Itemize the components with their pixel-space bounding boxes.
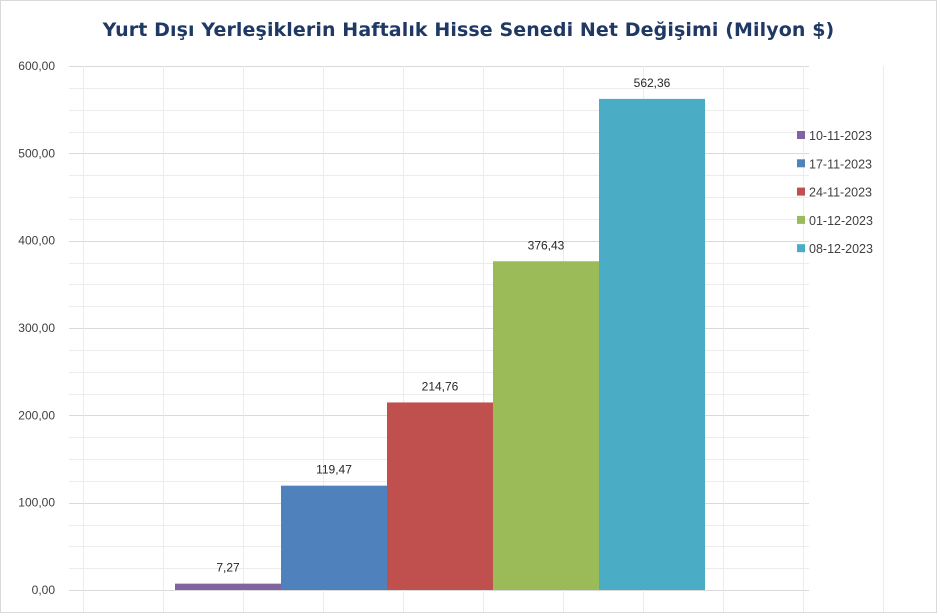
y-tick-label: 200,00: [18, 408, 55, 422]
legend-swatch: [797, 159, 805, 168]
legend-label: 10-11-2023: [809, 129, 872, 143]
bar-08-12-2023: [599, 98, 705, 591]
y-tick-label: 100,00: [18, 496, 55, 510]
bar-17-11-2023: [281, 485, 387, 590]
data-label: 214,76: [422, 379, 459, 393]
bar-10-11-2023: [175, 583, 281, 590]
y-tick-label: 0,00: [32, 583, 56, 597]
data-label: 119,47: [316, 463, 352, 477]
y-tick-label: 600,00: [18, 59, 55, 73]
legend: 10-11-2023 17-11-2023 24-11-2023 01-12-2023…: [797, 129, 873, 256]
data-label: 562,36: [634, 76, 671, 90]
chart-title: Yurt Dışı Yerleşiklerin Haftalık Hisse S…: [102, 19, 835, 41]
legend-swatch: [797, 187, 805, 196]
legend-label: 17-11-2023: [809, 157, 872, 171]
bar-01-12-2023: [493, 261, 599, 590]
bars: [175, 98, 705, 591]
legend-label: 08-12-2023: [809, 242, 873, 256]
y-tick-label: 300,00: [18, 321, 55, 335]
legend-swatch: [797, 215, 805, 224]
y-tick-label: 400,00: [18, 234, 55, 248]
data-labels: 7,27 119,47 214,76 376,43 562,36: [216, 76, 670, 575]
bar-24-11-2023: [387, 402, 493, 590]
y-axis: 0,00 100,00 200,00 300,00 400,00 500,00 600,00: [18, 59, 55, 597]
data-label: 7,27: [216, 561, 240, 575]
data-label: 376,43: [528, 238, 565, 252]
legend-swatch: [797, 244, 805, 253]
legend-swatch: [797, 131, 805, 139]
legend-label: 01-12-2023: [809, 214, 873, 228]
y-tick-label: 500,00: [18, 146, 55, 160]
legend-label: 24-11-2023: [809, 186, 872, 200]
